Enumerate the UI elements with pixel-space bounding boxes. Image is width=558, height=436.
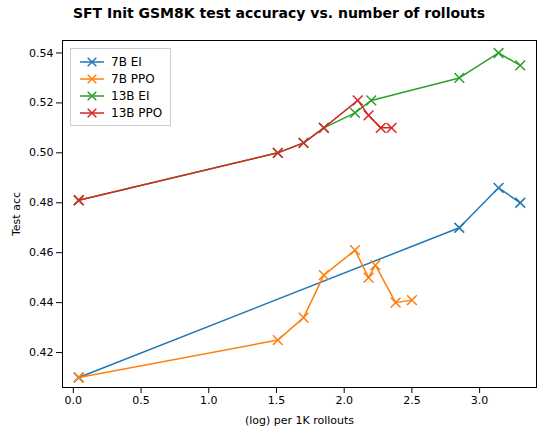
svg-text:0.44: 0.44 — [29, 296, 54, 309]
svg-text:0.52: 0.52 — [29, 96, 54, 109]
svg-text:1.0: 1.0 — [200, 394, 218, 407]
html-text:13B EI: 13B EI — [111, 88, 150, 103]
svg-text:3.0: 3.0 — [471, 394, 489, 407]
html-text:7B PPO: 7B PPO — [111, 71, 155, 86]
svg-text:0.46: 0.46 — [29, 246, 54, 259]
svg-text:0.50: 0.50 — [29, 146, 54, 159]
svg-text:2.5: 2.5 — [403, 394, 421, 407]
html-text:7B EI: 7B EI — [111, 54, 142, 69]
svg-text:(log) per 1K rollouts: (log) per 1K rollouts — [245, 414, 354, 427]
svg-text:0.42: 0.42 — [29, 346, 54, 359]
svg-text:0.5: 0.5 — [132, 394, 150, 407]
svg-text:0.54: 0.54 — [29, 47, 54, 60]
html-text:13B PPO: 13B PPO — [111, 105, 163, 120]
svg-text:0.48: 0.48 — [29, 196, 54, 209]
html-text:SFT Init GSM8K test accuracy v: SFT Init GSM8K test accuracy vs. number … — [72, 5, 486, 21]
svg-text:1.5: 1.5 — [268, 394, 286, 407]
svg-text:0.0: 0.0 — [65, 394, 83, 407]
svg-text:Test acc: Test acc — [10, 192, 23, 237]
svg-text:2.0: 2.0 — [335, 394, 353, 407]
